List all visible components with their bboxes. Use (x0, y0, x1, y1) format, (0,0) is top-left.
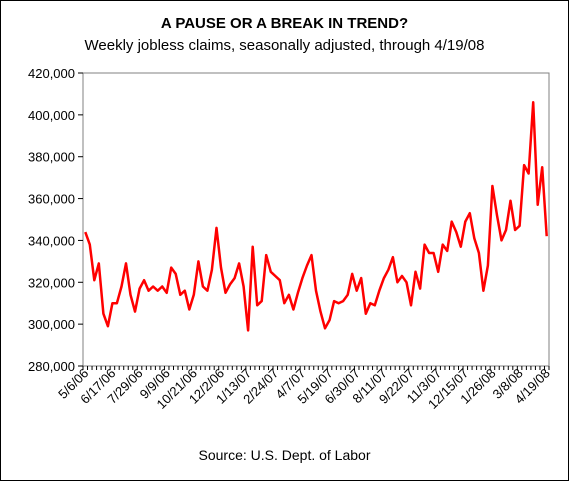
y-tick-label: 400,000 (28, 108, 75, 123)
y-tick-label: 340,000 (28, 233, 75, 248)
y-tick-label: 380,000 (28, 150, 75, 165)
plot-area (82, 72, 550, 367)
series-line (84, 101, 548, 332)
y-axis: 280,000 300,000 320,000 340,000 360,000 380,0… (28, 66, 83, 374)
y-tick-label: 360,000 (28, 192, 75, 207)
series-layer (84, 101, 548, 332)
y-tick-label: 300,000 (28, 317, 75, 332)
chart-subtitle: Weekly jobless claims, seasonally adjust… (84, 37, 485, 54)
chart-title: A PAUSE OR A BREAK IN TREND? (160, 15, 409, 32)
x-axis: 5/6/066/17/067/29/069/9/0610/21/0612/2/0… (55, 366, 553, 412)
source-note: Source: U.S. Dept. of Labor (198, 447, 371, 463)
y-tick-label: 280,000 (28, 359, 75, 374)
y-tick-label: 420,000 (28, 66, 75, 81)
y-tick-label: 320,000 (28, 275, 75, 290)
